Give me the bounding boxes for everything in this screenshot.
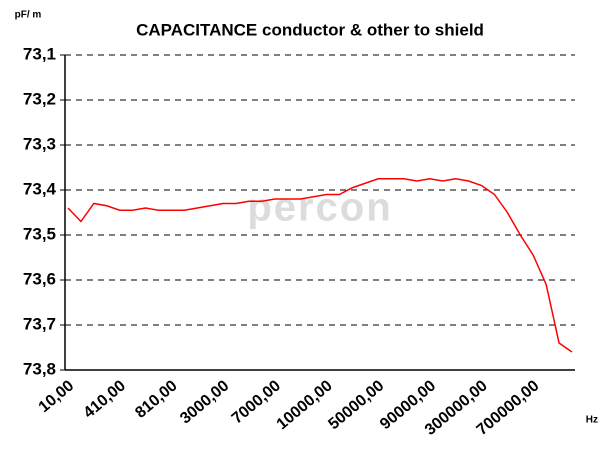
line bbox=[67, 177, 573, 353]
y-tick-label: 73,1 bbox=[23, 44, 56, 63]
y-tick-label: 73,5 bbox=[23, 224, 56, 243]
y-unit: pF/ m bbox=[15, 10, 42, 21]
x-tick-label: 3000,00 bbox=[177, 377, 232, 427]
y-tick-label: 73,2 bbox=[23, 89, 56, 108]
y-tick-label: 73,4 bbox=[23, 179, 57, 198]
y-tick-label: 73,7 bbox=[23, 314, 56, 333]
watermark: percon bbox=[247, 186, 392, 230]
x-tick-label: 810,00 bbox=[132, 377, 181, 422]
x-tick-label: 10000,00 bbox=[274, 377, 336, 433]
y-tick-label: 73,6 bbox=[23, 269, 56, 288]
x-tick-label: 10,00 bbox=[36, 377, 78, 416]
x-tick-label: 410,00 bbox=[81, 377, 130, 422]
y-tick-label: 73,8 bbox=[23, 359, 56, 378]
y-tick-label: 73,3 bbox=[23, 134, 56, 153]
chart-title: CAPACITANCE conductor & other to shield bbox=[136, 20, 484, 39]
x-tick-label: 50000,00 bbox=[325, 377, 387, 433]
x-unit: Hz bbox=[586, 415, 598, 426]
